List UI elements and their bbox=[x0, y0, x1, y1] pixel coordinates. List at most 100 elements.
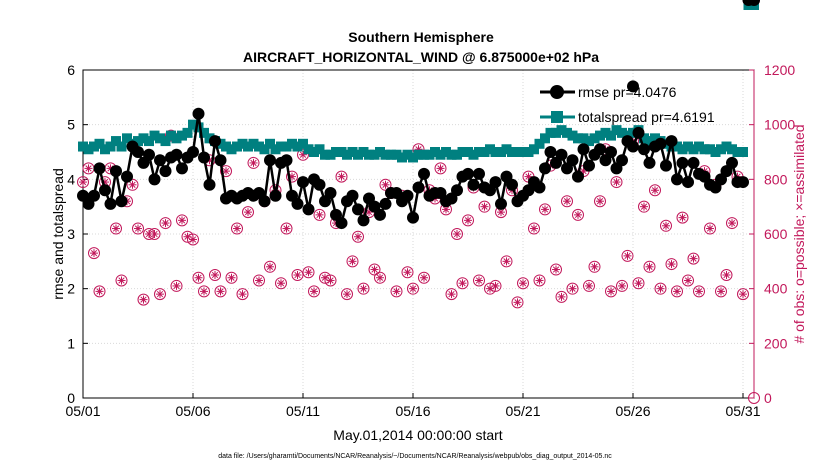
rmse-point bbox=[99, 184, 111, 197]
totalspread-point bbox=[644, 136, 655, 147]
totalspread-point bbox=[270, 144, 281, 155]
obs-assimilated-marker bbox=[255, 276, 263, 285]
obs-possible-marker bbox=[341, 288, 353, 301]
asterisk-stroke bbox=[459, 280, 466, 287]
totalspread-point bbox=[144, 136, 154, 147]
totalspread-point bbox=[479, 147, 490, 157]
obs-possible-marker bbox=[676, 211, 689, 224]
rmse-point bbox=[379, 197, 392, 210]
x-axis: 05/01 05/06 05/11 05/16 05/21 05/26 05/31 bbox=[65, 393, 761, 419]
obs-assimilated-marker bbox=[244, 208, 252, 217]
asterisk-stroke bbox=[277, 280, 285, 287]
rmse-point bbox=[291, 197, 304, 210]
totalspread-point bbox=[441, 147, 451, 157]
y-axis-left: 0 1 2 3 4 5 6 bbox=[67, 62, 88, 406]
totalspread-point bbox=[100, 144, 110, 155]
chart-subtitle: AIRCRAFT_HORIZONTAL_WIND @ 6.875000e+02 … bbox=[243, 49, 599, 65]
asterisk-stroke bbox=[662, 222, 670, 229]
rmse-point bbox=[346, 189, 359, 202]
legend-label-rmse: rmse pr=4.0476 bbox=[578, 84, 677, 100]
obs-assimilated-marker bbox=[497, 208, 505, 217]
totalspread-point bbox=[314, 144, 325, 155]
totalspread-point bbox=[589, 133, 600, 144]
obs-possible-marker bbox=[346, 255, 359, 268]
rmse-point bbox=[203, 178, 216, 191]
totalspread-point bbox=[221, 141, 231, 152]
totalspread-point bbox=[182, 127, 193, 138]
obs-possible-marker bbox=[379, 178, 392, 191]
obs-assimilated-marker bbox=[150, 230, 159, 238]
obs-possible-marker bbox=[253, 274, 265, 287]
y-axis-right: 0 200 400 600 800 1000 1200 bbox=[749, 62, 795, 406]
asterisk-stroke bbox=[178, 217, 186, 224]
totalspread-point bbox=[353, 149, 363, 160]
obs-possible-marker bbox=[555, 290, 568, 303]
rmse-point bbox=[533, 181, 546, 194]
y-axis-label-right: # of obs: o=possible; ×=assimilated bbox=[791, 124, 807, 343]
obs-possible-marker bbox=[687, 252, 700, 265]
obs-possible-marker bbox=[605, 285, 617, 298]
obs-assimilated-marker bbox=[585, 281, 593, 290]
obs-possible-marker bbox=[220, 165, 232, 178]
rmse-point bbox=[302, 203, 315, 216]
obs-possible-marker bbox=[511, 296, 524, 309]
rmse-point bbox=[264, 154, 276, 167]
obs-possible-marker bbox=[748, 392, 760, 404]
rmse-point bbox=[616, 154, 628, 167]
asterisk-stroke bbox=[96, 288, 103, 295]
totalspread-point bbox=[611, 125, 622, 136]
asterisk-stroke bbox=[453, 230, 461, 238]
totalspread-point bbox=[430, 147, 440, 157]
totalspread-point bbox=[556, 125, 567, 136]
rmse-point bbox=[170, 148, 183, 161]
asterisk-stroke bbox=[244, 208, 252, 216]
rmse-point bbox=[539, 162, 551, 175]
totalspread-point bbox=[402, 149, 413, 160]
rmse-point bbox=[192, 107, 205, 120]
obs-assimilated-marker bbox=[79, 178, 87, 187]
totalspread-point bbox=[650, 133, 660, 144]
obs-assimilated-marker bbox=[645, 262, 654, 271]
totalspread-point bbox=[259, 144, 270, 155]
obs-assimilated-marker bbox=[568, 284, 577, 293]
obs-assimilated-marker bbox=[634, 279, 643, 288]
obs-assimilated-marker bbox=[673, 287, 681, 296]
obs-assimilated-marker bbox=[211, 271, 219, 279]
rmse-point bbox=[566, 154, 579, 167]
obs-assimilated-marker bbox=[689, 254, 698, 263]
totalspread-point bbox=[600, 127, 611, 138]
rmse-point bbox=[654, 137, 667, 150]
obs-assimilated-marker bbox=[447, 290, 456, 299]
totalspread-point bbox=[501, 144, 512, 155]
totalspread-point bbox=[457, 147, 468, 157]
obs-possible-marker bbox=[451, 228, 463, 240]
legend-marker-rmse bbox=[550, 85, 564, 99]
rmse-point bbox=[297, 176, 309, 189]
totalspread-point bbox=[617, 127, 627, 138]
obs-assimilated-marker bbox=[370, 265, 379, 274]
obs-assimilated-marker bbox=[612, 178, 621, 187]
rmse-point bbox=[412, 181, 425, 194]
totalspread-point bbox=[512, 147, 523, 157]
totalspread-point bbox=[523, 147, 534, 157]
totalspread-point bbox=[111, 136, 121, 147]
asterisk-stroke bbox=[596, 198, 604, 205]
obs-possible-marker bbox=[308, 285, 320, 298]
x-tick-label: 05/11 bbox=[286, 403, 320, 419]
legend-marker-totalspread bbox=[551, 111, 563, 123]
legend: rmse pr=4.0476 totalspread pr=4.6191 bbox=[540, 84, 715, 125]
asterisk-stroke bbox=[85, 165, 92, 172]
totalspread-point bbox=[336, 147, 347, 157]
obs-possible-marker bbox=[610, 176, 623, 189]
asterisk-stroke bbox=[134, 225, 142, 232]
obs-assimilated-marker bbox=[519, 279, 527, 288]
obs-possible-marker bbox=[665, 258, 678, 271]
asterisk-stroke bbox=[536, 277, 543, 284]
asterisk-stroke bbox=[316, 211, 323, 219]
rmse-point bbox=[104, 197, 117, 210]
asterisk-stroke bbox=[151, 230, 158, 238]
y-tick-label: 1 bbox=[67, 335, 75, 351]
asterisk-stroke bbox=[624, 252, 631, 260]
asterisk-stroke bbox=[90, 249, 98, 257]
